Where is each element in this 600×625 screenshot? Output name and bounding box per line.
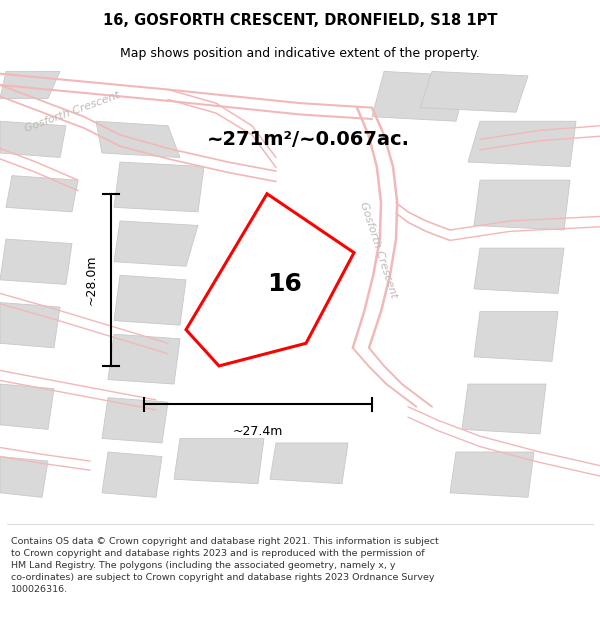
Polygon shape	[468, 121, 576, 166]
Polygon shape	[420, 71, 528, 112]
Polygon shape	[0, 456, 48, 498]
Polygon shape	[114, 162, 204, 212]
Polygon shape	[474, 248, 564, 294]
Polygon shape	[0, 302, 60, 348]
Text: Map shows position and indicative extent of the property.: Map shows position and indicative extent…	[120, 47, 480, 60]
Polygon shape	[0, 121, 66, 158]
Polygon shape	[474, 180, 570, 230]
Polygon shape	[174, 439, 264, 484]
Polygon shape	[102, 452, 162, 498]
Polygon shape	[102, 398, 168, 443]
Polygon shape	[0, 384, 54, 429]
Polygon shape	[0, 71, 60, 99]
Text: 16: 16	[268, 272, 302, 296]
Polygon shape	[114, 275, 186, 325]
Polygon shape	[108, 334, 180, 384]
Polygon shape	[6, 176, 78, 212]
Polygon shape	[114, 221, 198, 266]
Text: Gosforth Crescent: Gosforth Crescent	[358, 201, 398, 300]
Text: ~271m²/~0.067ac.: ~271m²/~0.067ac.	[207, 130, 410, 149]
Text: Contains OS data © Crown copyright and database right 2021. This information is : Contains OS data © Crown copyright and d…	[11, 537, 439, 594]
Text: ~27.4m: ~27.4m	[233, 425, 283, 438]
Polygon shape	[450, 452, 534, 498]
Polygon shape	[372, 71, 468, 121]
Polygon shape	[462, 384, 546, 434]
Polygon shape	[270, 443, 348, 484]
Polygon shape	[96, 121, 180, 158]
Polygon shape	[0, 239, 72, 284]
Polygon shape	[474, 311, 558, 361]
Text: 16, GOSFORTH CRESCENT, DRONFIELD, S18 1PT: 16, GOSFORTH CRESCENT, DRONFIELD, S18 1P…	[103, 12, 497, 28]
Text: Gosforth Crescent: Gosforth Crescent	[23, 90, 121, 134]
Text: ~28.0m: ~28.0m	[85, 254, 98, 305]
